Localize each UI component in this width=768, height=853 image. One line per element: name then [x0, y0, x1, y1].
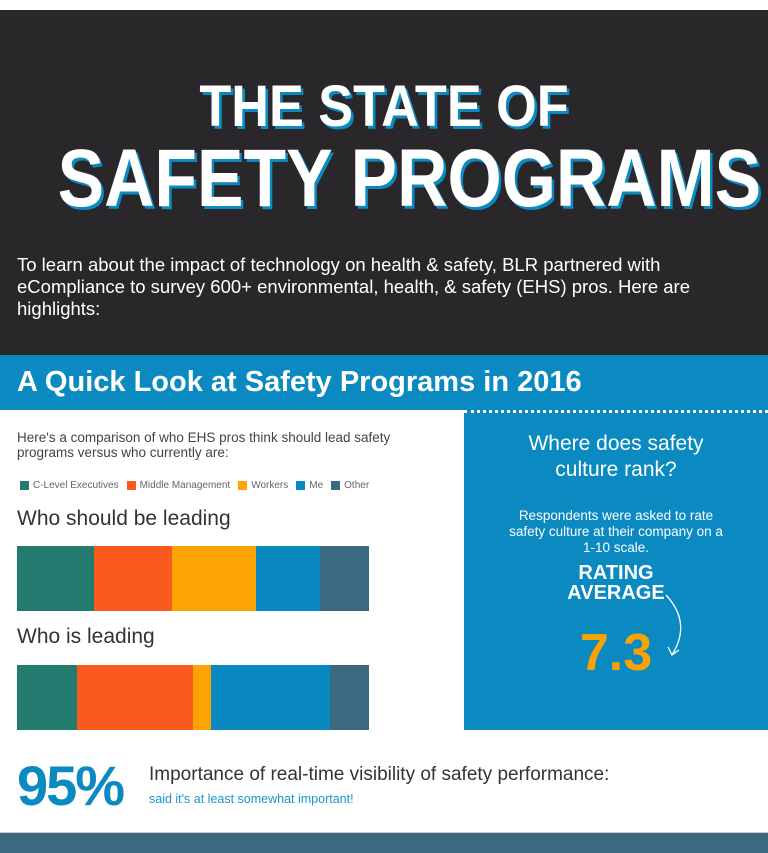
bar-segment-me	[210, 665, 331, 730]
legend-label: Me	[309, 480, 324, 491]
bar-segment-middle-management	[94, 546, 172, 611]
legend-label: C-Level Executives	[33, 480, 119, 491]
bar-is-leading	[17, 665, 369, 730]
bar-segment-other	[330, 665, 369, 730]
legend-swatch	[20, 481, 29, 490]
rating-label: RATING AVERAGE	[464, 563, 768, 603]
bar-should-lead	[17, 546, 369, 611]
comparison-text: Here's a comparison of who EHS pros thin…	[17, 430, 391, 460]
bar-segment-me	[256, 546, 320, 611]
legend-swatch	[126, 481, 136, 490]
legend-swatch	[238, 481, 248, 490]
title-line-1: THE STATE OF	[199, 74, 569, 139]
footer-band	[0, 832, 768, 853]
bar-segment-workers	[192, 665, 211, 730]
stat-percent: 95%	[17, 754, 125, 817]
bar-segment-middle-management	[76, 665, 193, 730]
chart-legend: C-Level Executives Middle Management Worke…	[20, 480, 369, 491]
bar-label-is: Who is leading	[17, 625, 155, 648]
legend-label: Middle Management	[139, 480, 231, 491]
legend-swatch	[296, 481, 306, 490]
stat-subtitle: said it's at least somewhat important!	[149, 792, 354, 806]
bar-segment-other	[319, 546, 369, 611]
legend-label: Other	[344, 480, 370, 491]
bar-segment-c-level-executives	[17, 546, 95, 611]
legend-item: Workers	[238, 480, 288, 491]
rating-value: 7.3	[579, 624, 653, 682]
intro-text: To learn about the impact of technology …	[17, 254, 691, 319]
bar-segment-c-level-executives	[17, 665, 77, 730]
rating-description: Respondents were asked to rate safety cu…	[509, 508, 723, 555]
section-title: A Quick Look at Safety Programs in 2016	[17, 366, 582, 398]
legend-item: Middle Management	[126, 480, 231, 491]
header: THE STATE OF SAFETY PROGRAMS To learn ab…	[0, 10, 768, 355]
stat-title: Importance of real-time visibility of sa…	[149, 764, 610, 785]
rating-question: Where does safety culture rank?	[528, 432, 704, 481]
section-band: A Quick Look at Safety Programs in 2016	[0, 355, 768, 410]
rating-label-text: RATING AVERAGE	[567, 562, 665, 604]
legend-label: Workers	[251, 480, 289, 491]
legend-item: Me	[296, 480, 323, 491]
legend-swatch	[331, 481, 341, 490]
title-line-2: SAFETY PROGRAMS	[57, 133, 762, 224]
bar-segment-workers	[171, 546, 257, 611]
legend-item: C-Level Executives	[20, 480, 119, 491]
rating-panel: Where does safety culture rank? Responde…	[464, 410, 768, 730]
bar-label-should: Who should be leading	[17, 507, 231, 530]
legend-item: Other	[331, 480, 369, 491]
curved-arrow-icon	[665, 594, 682, 656]
